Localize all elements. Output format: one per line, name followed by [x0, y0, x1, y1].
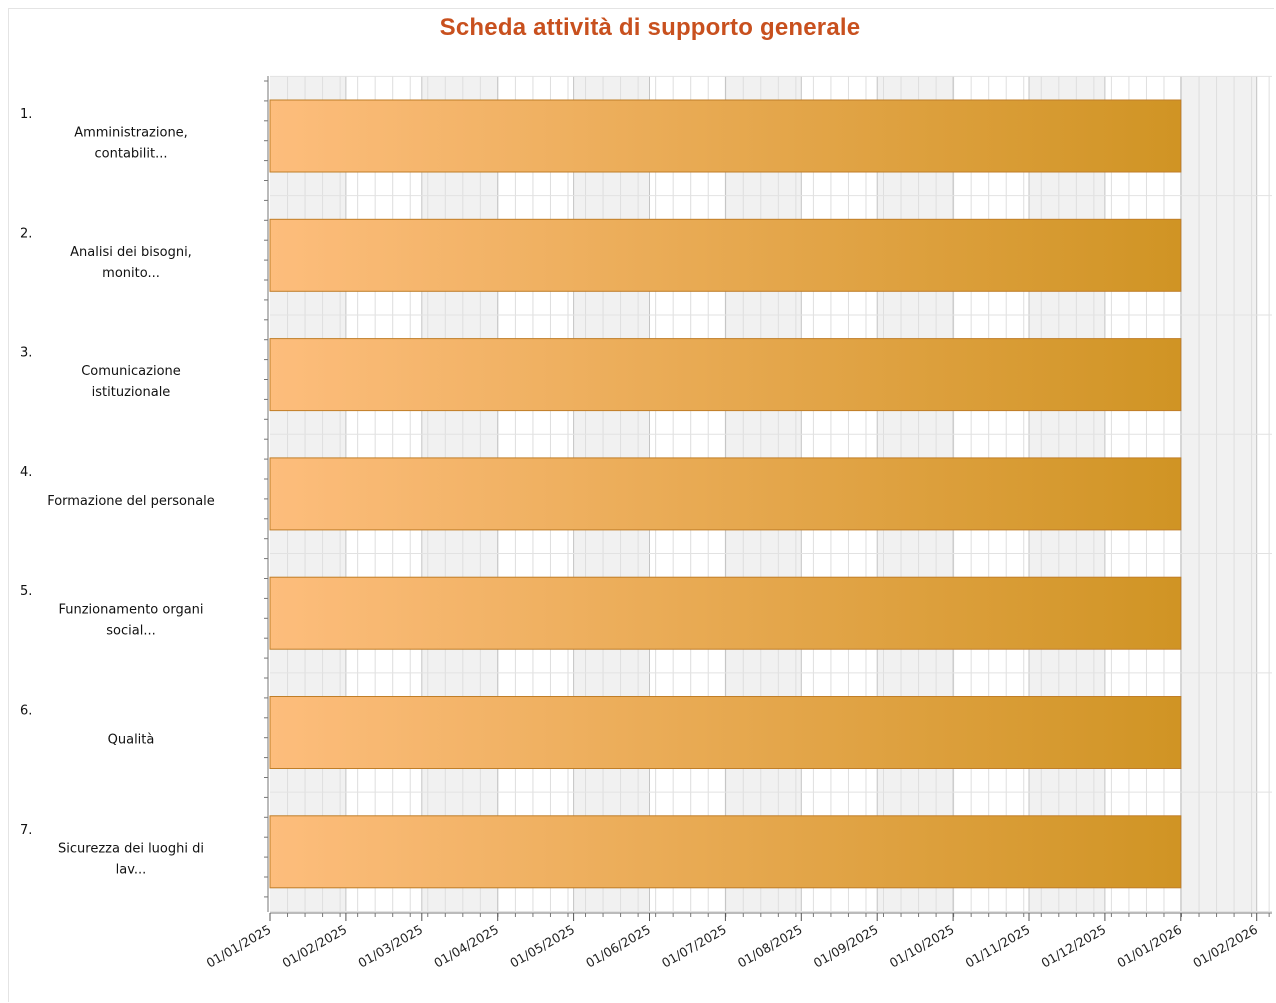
task-bars [269, 99, 1182, 889]
task-number: 3. [20, 346, 32, 361]
task-bar [269, 338, 1182, 412]
task-number: 1. [20, 107, 32, 122]
task-number: 5. [20, 584, 32, 599]
x-tick-label: 01/02/2025 [280, 922, 350, 971]
task-label: Sicurezza dei luoghi di [58, 841, 204, 856]
task-label: social... [106, 624, 155, 639]
x-tick-label: 01/08/2025 [735, 922, 805, 971]
x-tick-label: 01/05/2025 [507, 922, 577, 971]
x-tick-label: 01/04/2025 [431, 922, 501, 971]
x-tick-label: 01/02/2026 [1190, 922, 1260, 971]
x-tick-label: 01/06/2025 [583, 922, 653, 971]
x-tick-labels: 01/01/2025 01/02/2025 01/03/2025 01/04/2025… [204, 922, 1261, 971]
month-band [1180, 76, 1257, 912]
task-bar [269, 815, 1182, 889]
task-bar [269, 457, 1182, 531]
task-bar [269, 696, 1182, 769]
x-tick-label: 01/09/2025 [811, 922, 881, 971]
task-bar [269, 218, 1182, 292]
task-number: 6. [20, 704, 32, 719]
task-bar [269, 576, 1182, 650]
axes [264, 76, 1272, 921]
category-labels: 1. Amministrazione, contabilit... 2. Analisi… [20, 107, 215, 877]
task-label: monito... [102, 266, 160, 281]
x-tick-label: 01/11/2025 [963, 922, 1033, 971]
task-label: Formazione del personale [47, 494, 215, 509]
x-tick-label: 01/12/2025 [1039, 922, 1109, 971]
task-label: Analisi dei bisogni, [70, 245, 192, 260]
task-label: Comunicazione [81, 364, 181, 379]
x-tick-label: 01/01/2025 [204, 922, 274, 971]
chart-frame [8, 8, 1274, 1002]
task-number: 4. [20, 465, 32, 480]
x-tick-label: 01/10/2025 [887, 922, 957, 971]
task-label: istituzionale [92, 385, 171, 400]
x-tick-label: 01/03/2025 [355, 922, 425, 971]
x-tick-label: 01/07/2025 [659, 922, 729, 971]
x-tick-label: 01/01/2026 [1114, 922, 1184, 971]
task-label: Funzionamento organi [58, 603, 203, 618]
task-label: lav... [116, 862, 147, 877]
task-number: 7. [20, 823, 32, 838]
task-number: 2. [20, 226, 32, 241]
task-label: Amministrazione, [74, 126, 188, 141]
task-bar [269, 99, 1182, 173]
task-label: Qualità [108, 733, 155, 748]
chart-title: Scheda attività di supporto generale [439, 14, 861, 41]
task-label: contabilit... [95, 147, 168, 162]
